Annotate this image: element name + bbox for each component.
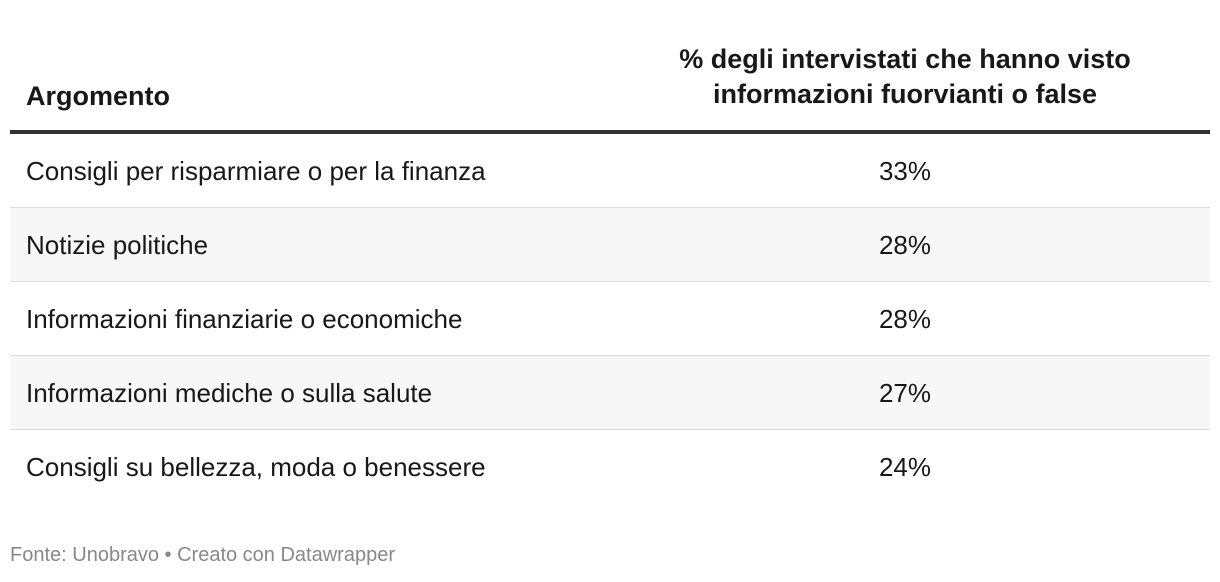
table-header: Argomento % degli intervistati che hanno… [10,40,1210,134]
table-row: Consigli su bellezza, moda o benessere 2… [10,430,1210,504]
column-header-percentage-line2: informazioni fuorvianti o false [712,79,1098,109]
row-value: 28% [878,230,932,260]
column-header-topic: Argomento [26,81,170,111]
source-credit: Fonte: Unobravo • Creato con Datawrapper [10,544,395,566]
data-table: Argomento % degli intervistati che hanno… [10,40,1210,504]
row-value: 33% [878,156,932,186]
column-header-percentage-line1: % degli intervistati che hanno visto [679,44,1131,74]
row-value: 24% [878,452,932,482]
row-topic: Consigli su bellezza, moda o benessere [26,452,486,482]
row-value: 28% [878,304,932,334]
row-topic: Informazioni mediche o sulla salute [26,378,433,408]
table-row: Informazioni mediche o sulla salute 27% [10,356,1210,430]
table-row: Consigli per risparmiare o per la finanz… [10,134,1210,208]
row-topic: Consigli per risparmiare o per la finanz… [26,156,486,186]
table-row: Informazioni finanziarie o economiche 28… [10,282,1210,356]
column-header-percentage: % degli intervistati che hanno visto inf… [595,42,1215,112]
row-topic: Informazioni finanziarie o economiche [26,304,463,334]
row-value: 27% [878,378,932,408]
table-row: Notizie politiche 28% [10,208,1210,282]
row-topic: Notizie politiche [26,230,209,260]
